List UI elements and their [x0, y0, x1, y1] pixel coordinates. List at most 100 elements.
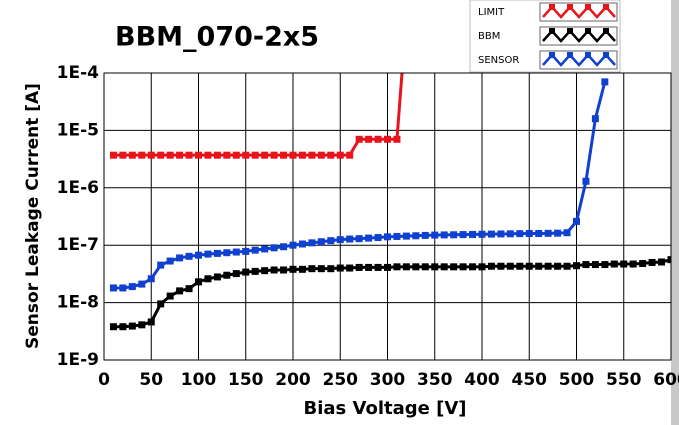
data-point	[554, 262, 562, 270]
data-point	[658, 258, 666, 266]
data-point	[298, 265, 306, 273]
data-point	[261, 245, 269, 253]
plot-frame	[103, 72, 672, 361]
data-point	[270, 244, 278, 252]
data-point	[308, 239, 316, 247]
data-point	[223, 271, 231, 279]
legend-swatch	[542, 29, 616, 43]
data-point	[119, 151, 127, 159]
x-tick-label: 500	[559, 370, 595, 390]
data-point	[346, 151, 354, 159]
data-point	[213, 249, 221, 257]
data-point	[384, 135, 391, 143]
y-tick-label: 1E-6	[57, 178, 99, 198]
y-tick-label: 1E-8	[57, 293, 99, 313]
data-point	[487, 230, 495, 238]
data-point	[591, 261, 599, 269]
data-point	[176, 287, 184, 295]
data-point	[317, 265, 325, 273]
x-tick-label: 350	[417, 370, 453, 390]
x-axis-label: Bias Voltage [V]	[304, 398, 467, 419]
data-point	[374, 234, 382, 242]
data-point	[109, 284, 117, 292]
data-point	[582, 177, 590, 185]
data-point	[582, 261, 590, 269]
data-point	[213, 151, 221, 159]
data-point	[270, 266, 278, 274]
data-point	[176, 254, 184, 262]
data-point	[109, 323, 117, 331]
data-point	[242, 247, 250, 255]
data-point	[204, 275, 212, 283]
legend-marker	[585, 28, 591, 34]
data-point	[280, 151, 288, 159]
data-point	[185, 252, 193, 260]
y-tick-label: 1E-7	[57, 235, 99, 255]
data-point	[648, 258, 656, 266]
data-point	[242, 268, 250, 276]
data-point	[336, 151, 344, 159]
data-point	[384, 263, 391, 271]
data-point	[525, 262, 533, 270]
data-point	[213, 273, 221, 281]
data-point	[573, 262, 580, 270]
legend-marker	[549, 28, 555, 34]
data-point	[138, 151, 146, 159]
data-point	[544, 229, 552, 237]
data-point	[374, 135, 382, 143]
data-point	[119, 284, 127, 292]
legend-marker	[603, 28, 609, 34]
chart-title: BBM_070-2x5	[115, 22, 319, 53]
legend-label: LIMIT	[478, 7, 505, 18]
data-point	[374, 263, 382, 271]
legend-swatch	[542, 5, 616, 19]
data-point	[251, 246, 259, 254]
data-point	[412, 232, 420, 240]
data-point	[289, 151, 297, 159]
legend-marker	[567, 28, 573, 34]
data-point	[384, 233, 391, 241]
data-point	[355, 135, 363, 143]
data-point	[185, 151, 193, 159]
data-point	[147, 318, 155, 326]
data-point	[393, 263, 401, 271]
data-point	[327, 151, 335, 159]
data-point	[365, 263, 373, 271]
data-point	[336, 264, 344, 272]
data-point	[109, 151, 117, 159]
data-point	[308, 151, 316, 159]
data-point	[431, 231, 439, 239]
data-point	[128, 151, 136, 159]
data-point	[195, 251, 202, 259]
data-point	[138, 321, 146, 329]
data-point	[525, 229, 533, 237]
data-point	[223, 249, 231, 257]
data-point	[251, 267, 259, 275]
data-point	[355, 235, 363, 243]
data-point	[402, 232, 410, 240]
data-point	[261, 267, 269, 275]
data-point	[204, 250, 212, 258]
data-point	[223, 151, 231, 159]
data-point	[459, 231, 467, 239]
legend-marker	[567, 52, 573, 58]
data-point	[298, 240, 306, 248]
data-point	[667, 256, 671, 264]
x-tick-label: 600	[653, 370, 679, 390]
data-point	[242, 151, 250, 159]
data-point	[516, 262, 524, 270]
data-point	[412, 263, 420, 271]
data-point	[478, 263, 486, 271]
data-point	[393, 135, 401, 143]
legend-marker	[585, 52, 591, 58]
data-point	[610, 260, 618, 268]
data-point	[365, 234, 373, 242]
y-tick-label: 1E-4	[57, 63, 99, 83]
x-tick-label: 450	[512, 370, 548, 390]
data-point	[157, 300, 165, 308]
data-point	[336, 236, 344, 244]
data-point	[166, 257, 174, 265]
data-point	[232, 270, 240, 278]
data-point	[128, 322, 136, 330]
data-point	[298, 151, 306, 159]
